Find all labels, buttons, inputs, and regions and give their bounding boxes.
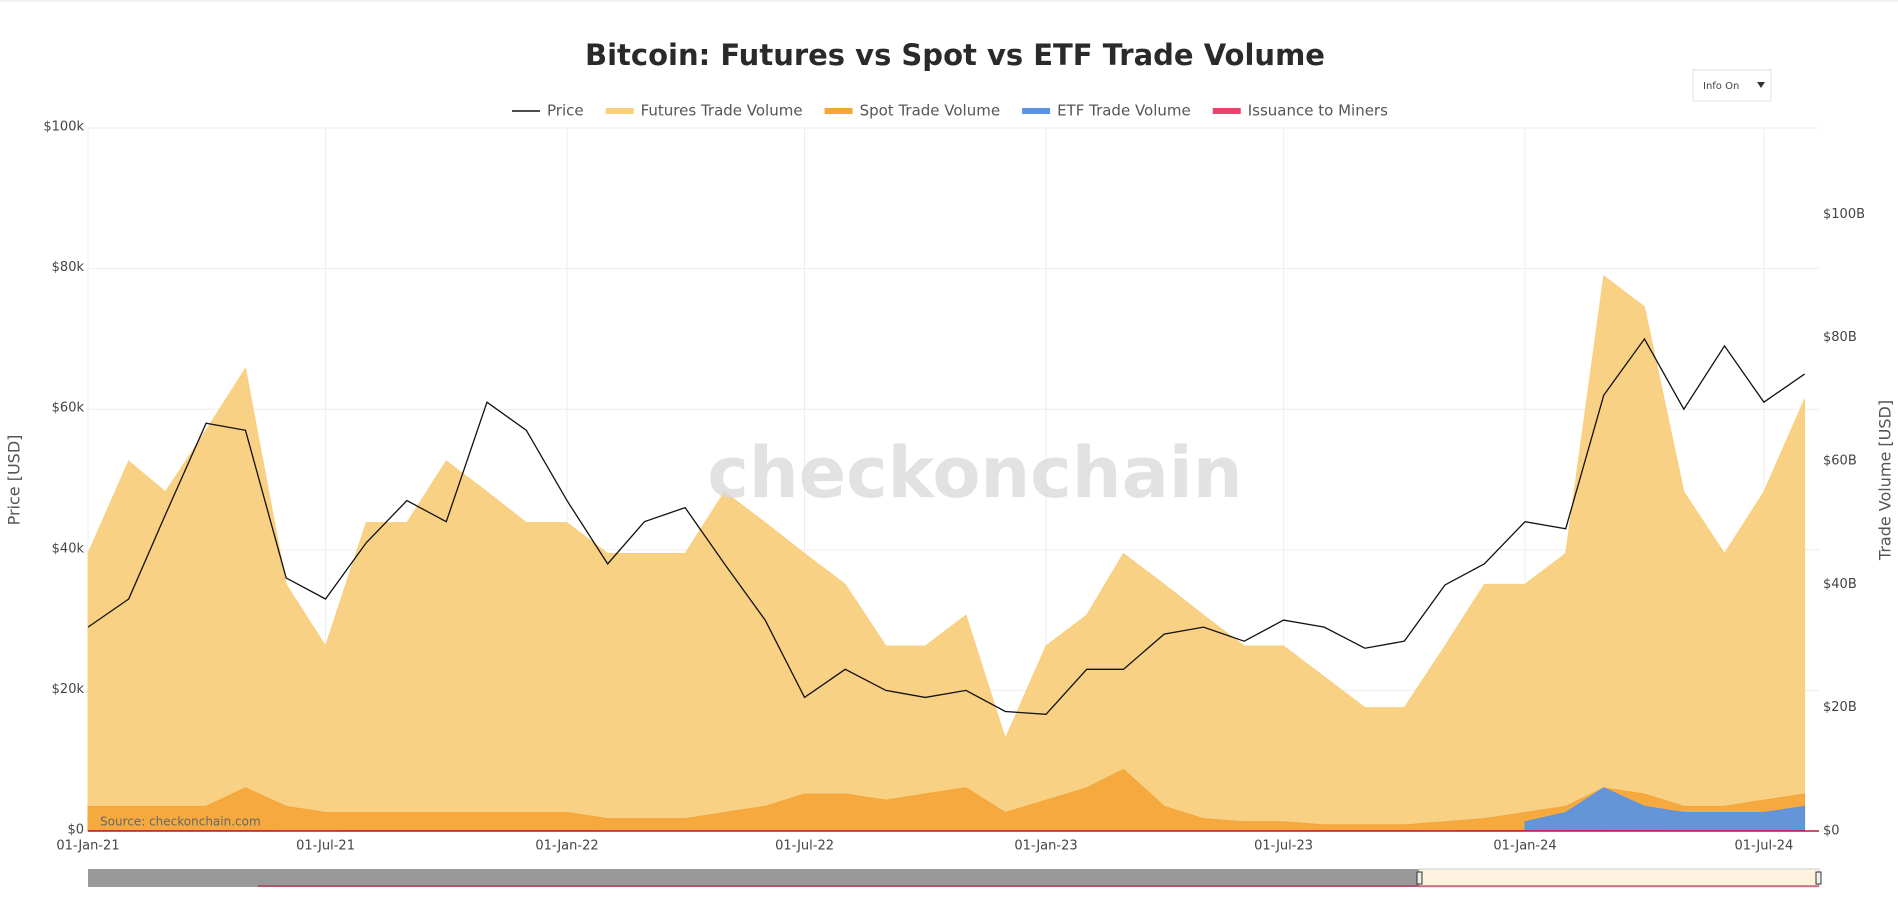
- y-axis-title: Price [USD]: [5, 435, 24, 526]
- legend: Price Futures Trade Volume Spot Trade Volu…: [512, 102, 1388, 120]
- legend-label[interactable]: Issuance to Miners: [1248, 102, 1388, 120]
- y2-tick-label: $80B: [1823, 330, 1857, 345]
- legend-label[interactable]: Spot Trade Volume: [860, 102, 1001, 120]
- legend-label[interactable]: Futures Trade Volume: [641, 102, 803, 120]
- y2-tick-label: $20B: [1823, 700, 1857, 715]
- x-tick-label: 01-Jul-24: [1734, 839, 1793, 854]
- info-button-box[interactable]: [1692, 69, 1772, 102]
- y-tick-label: $80k: [52, 260, 85, 275]
- price-line: [87, 337, 1805, 715]
- info-button-label[interactable]: Info On: [1703, 81, 1739, 92]
- area: [1524, 787, 1806, 832]
- y-tick-label: $40k: [52, 541, 85, 556]
- y2-tick-label: $40B: [1823, 577, 1857, 592]
- x-tick-label: 01-Jul-21: [296, 839, 355, 854]
- y2-tick-label: $60B: [1823, 454, 1857, 469]
- y2-tick-label: $0: [1823, 824, 1840, 839]
- legend-label[interactable]: ETF Trade Volume: [1057, 102, 1191, 120]
- range-slider[interactable]: [88, 868, 1822, 888]
- y-tick-label: $60k: [52, 401, 85, 416]
- x-tick-label: 01-Jul-23: [1254, 839, 1313, 854]
- y-tick-label: $0: [67, 823, 84, 838]
- x-tick-label: 01-Jan-21: [56, 839, 119, 854]
- info-button[interactable]: Info On: [1692, 69, 1772, 102]
- area: [87, 275, 1806, 832]
- legend-label[interactable]: Price: [547, 102, 584, 120]
- x-tick-label: 01-Jan-22: [535, 839, 598, 854]
- x-tick-label: 01-Jan-24: [1493, 839, 1556, 854]
- x-tick-label: 01-Jan-23: [1014, 839, 1077, 854]
- area: [87, 768, 1806, 832]
- slider-handle[interactable]: [1416, 871, 1423, 885]
- y2-axis-title: Trade Volume [USD]: [1876, 400, 1895, 561]
- plot-area: $0 $20k $40k $60k $80k $100k $0 $20B $40B $60B $80…: [43, 120, 1865, 854]
- x-tick-label: 01-Jul-22: [775, 839, 834, 854]
- y-tick-label: $20k: [52, 682, 85, 697]
- y2-tick-label: $100B: [1823, 207, 1865, 222]
- chart-title: Bitcoin: Futures vs Spot vs ETF Trade Vo…: [585, 38, 1325, 72]
- slider-window[interactable]: [1418, 868, 1820, 888]
- y-tick-label: $100k: [43, 120, 84, 135]
- slider-handle[interactable]: [1815, 871, 1822, 885]
- source-note: Source: checkonchain.com: [100, 815, 261, 829]
- watermark: checkonchain: [707, 432, 1242, 514]
- slider-mask[interactable]: [88, 869, 1419, 887]
- dropdown-arrow[interactable]: [1757, 82, 1765, 88]
